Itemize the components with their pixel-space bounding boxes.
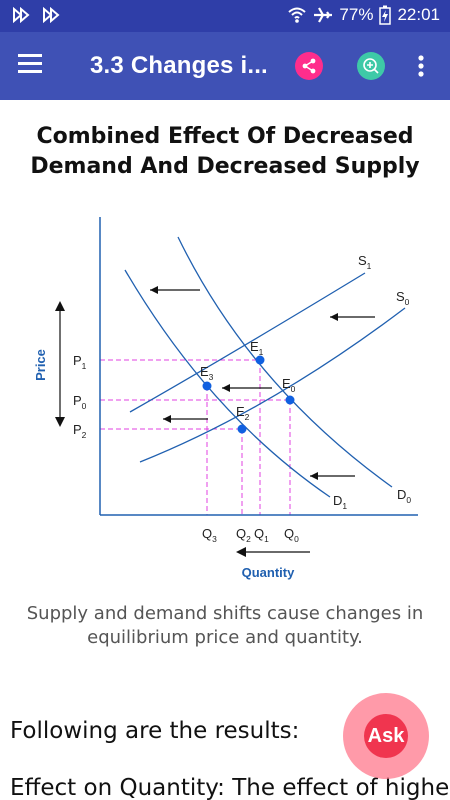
ask-button[interactable]: Ask [343, 693, 429, 779]
curve-label: S0 [396, 289, 410, 307]
price-arrow-head-down [55, 417, 65, 427]
article-heading: Combined Effect Of Decreased Demand And … [0, 122, 450, 182]
shift-arrow-head [310, 472, 318, 480]
heading-line: Combined Effect Of Decreased [36, 124, 414, 149]
price-tick-label: P1 [73, 353, 87, 371]
notification-icon [13, 7, 30, 23]
menu-icon[interactable] [18, 54, 42, 74]
page-title: 3.3 Changes i... [90, 52, 268, 79]
shift-arrow-head [330, 313, 338, 321]
price-tick-label: P0 [73, 393, 87, 411]
notification-icon [43, 7, 60, 23]
supply-demand-chart: E1 E0 E3 E2 P1 P0 P2 Q3 Q2 Q1 Q0 S1 S0 D1 D0 Price Quant… [33, 217, 418, 580]
curve-label: D1 [333, 493, 347, 511]
quantity-tick-label: Q3 [202, 526, 217, 544]
point-label: E0 [282, 376, 296, 394]
curve-s0 [139, 307, 406, 463]
y-axis-label: Price [33, 349, 48, 381]
curve-label: S1 [358, 253, 372, 271]
effect-on-quantity-text: Effect on Quantity: The effect of higher [10, 775, 450, 800]
price-arrow-head-up [55, 301, 65, 311]
quantity-tick-label: Q2 [236, 526, 251, 544]
equilibrium-point-e3 [202, 381, 212, 391]
quantity-tick-label: Q0 [284, 526, 299, 544]
zoom-in-icon[interactable] [357, 52, 385, 80]
status-bar: 77% 22:01 [0, 0, 450, 32]
app-bar: 3.3 Changes i... [0, 32, 450, 100]
ask-label: Ask [364, 714, 408, 758]
shift-arrow-head [150, 286, 158, 294]
shift-arrow-head [222, 384, 230, 392]
airplane-icon [314, 7, 333, 23]
caption-line: Supply and demand shifts cause changes i… [26, 603, 424, 624]
equilibrium-point-e0 [285, 395, 295, 405]
more-vert-icon[interactable] [414, 52, 428, 80]
share-icon[interactable] [295, 52, 323, 80]
battery-percent: 77% [339, 5, 374, 24]
x-axis-label: Quantity [242, 565, 295, 580]
clock: 22:01 [397, 5, 440, 24]
quantity-tick-label: Q1 [254, 526, 269, 544]
curve-d1 [124, 269, 331, 498]
point-label: E1 [250, 339, 264, 357]
quantity-arrow-head [236, 547, 246, 557]
point-label: E3 [200, 364, 214, 382]
caption-line: equilibrium price and quantity. [87, 627, 363, 648]
battery-icon [379, 5, 392, 25]
figure-caption: Supply and demand shifts cause changes i… [0, 602, 450, 650]
equilibrium-point-e2 [237, 424, 247, 434]
wifi-icon [288, 7, 307, 23]
curve-s1 [129, 272, 366, 413]
equilibrium-point-e1 [255, 355, 265, 365]
shift-arrow-head [163, 415, 171, 423]
curve-d0 [177, 236, 393, 488]
point-label: E2 [236, 404, 250, 422]
curve-label: D0 [397, 487, 411, 505]
heading-line: Demand And Decreased Supply [30, 154, 420, 179]
results-intro: Following are the results: [10, 718, 300, 744]
price-tick-label: P2 [73, 422, 87, 440]
